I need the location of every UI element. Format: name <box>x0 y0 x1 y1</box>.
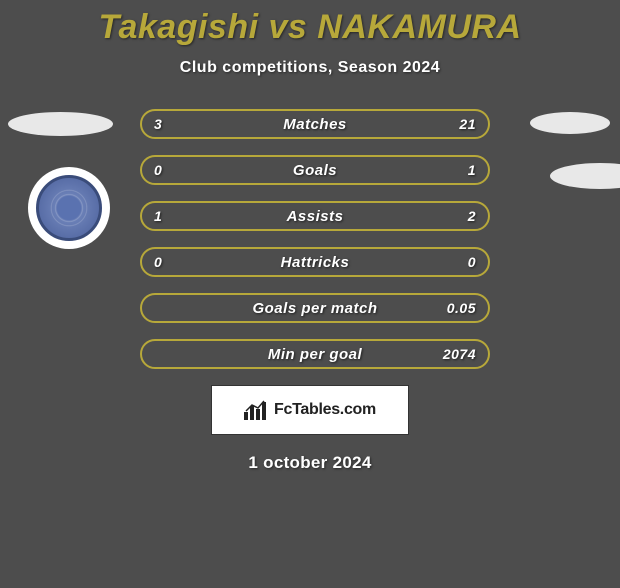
subtitle: Club competitions, Season 2024 <box>0 59 620 77</box>
stat-value-left: 1 <box>154 208 162 224</box>
stat-value-left: 3 <box>154 116 162 132</box>
bars-icon <box>244 400 268 420</box>
stat-value-right: 1 <box>468 162 476 178</box>
stat-value-right: 21 <box>459 116 476 132</box>
stat-label: Goals per match <box>252 300 377 317</box>
placeholder-ellipse-mid-right <box>550 163 620 189</box>
stat-label: Goals <box>293 162 337 179</box>
stat-value-left: 0 <box>154 162 162 178</box>
stat-label: Min per goal <box>268 346 362 363</box>
stat-row: Min per goal 2074 <box>140 339 490 369</box>
date-text: 1 october 2024 <box>0 453 620 473</box>
club-badge <box>28 167 110 249</box>
title-right: NAKAMURA <box>317 8 521 46</box>
title-vs: vs <box>269 8 308 46</box>
stat-row: 1 Assists 2 <box>140 201 490 231</box>
placeholder-ellipse-top-left <box>8 112 113 136</box>
stat-label: Hattricks <box>281 254 350 271</box>
stat-label: Matches <box>283 116 347 133</box>
footer-attribution: FcTables.com <box>211 385 409 435</box>
stat-row: Goals per match 0.05 <box>140 293 490 323</box>
stat-value-right: 2074 <box>443 346 476 362</box>
page-title: Takagishi vs NAKAMURA <box>0 8 620 47</box>
stat-row: 0 Hattricks 0 <box>140 247 490 277</box>
title-left: Takagishi <box>98 8 258 46</box>
stat-value-right: 0.05 <box>447 300 476 316</box>
placeholder-ellipse-top-right <box>530 112 610 134</box>
stats-list: 3 Matches 21 0 Goals 1 1 Assists 2 0 Hattricks 0 Goa… <box>140 109 490 369</box>
content-area: 3 Matches 21 0 Goals 1 1 Assists 2 0 Hattricks 0 Goa… <box>0 109 620 369</box>
stat-value-right: 2 <box>468 208 476 224</box>
footer-text: FcTables.com <box>274 401 376 419</box>
stat-label: Assists <box>287 208 344 225</box>
stat-value-right: 0 <box>468 254 476 270</box>
stat-row: 3 Matches 21 <box>140 109 490 139</box>
stat-value-left: 0 <box>154 254 162 270</box>
stat-row: 0 Goals 1 <box>140 155 490 185</box>
